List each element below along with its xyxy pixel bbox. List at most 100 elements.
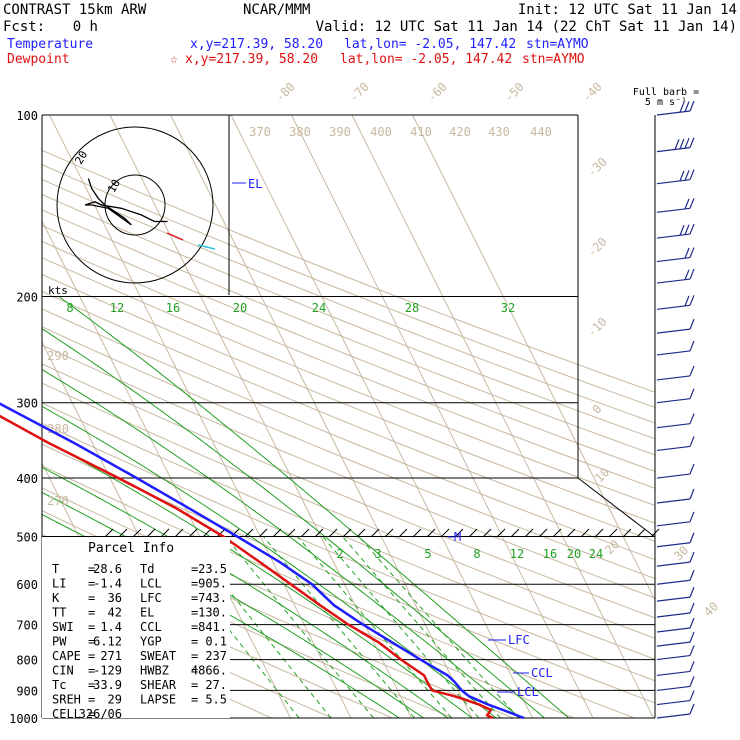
model-title: CONTRAST 15km ARW	[3, 2, 147, 18]
wind-barb-flag	[689, 318, 695, 330]
isotherm-label: -10	[585, 315, 610, 340]
isotherm-label: -30	[585, 155, 610, 180]
dry-adiabat-line	[42, 193, 655, 440]
dry-adiabat-line	[42, 344, 655, 599]
isotherm-line	[291, 115, 594, 718]
parcel-equals: =	[191, 620, 198, 634]
wind-barb-flag	[689, 532, 695, 543]
mixing-ratio-line	[230, 537, 300, 718]
wind-barb-shaft	[656, 521, 691, 527]
wind-barb	[656, 169, 695, 185]
hatch-mark	[202, 528, 212, 538]
wind-barb-shaft	[656, 641, 691, 647]
wind-barb	[656, 340, 695, 356]
m-marker-label: M	[454, 530, 461, 544]
theta-label: 390	[329, 125, 351, 139]
wind-barb-flag	[689, 388, 695, 399]
wind-barb-shaft	[656, 654, 691, 661]
wind-barb-flag	[689, 645, 695, 656]
parcel-key: EL	[140, 606, 154, 620]
hatch-mark	[412, 528, 422, 538]
dry-adiabat-line	[42, 273, 655, 524]
hatch-mark	[146, 528, 156, 538]
isotherm-label: 20	[602, 537, 622, 557]
wind-barb-shaft	[656, 207, 691, 213]
pressure-tick-label: 800	[16, 654, 38, 668]
mixing-ratio-label: 8	[473, 547, 480, 561]
wind-barb-flag	[684, 269, 690, 280]
wind-barb-shaft	[656, 350, 691, 356]
parcel-equals: =	[88, 693, 95, 707]
hodograph-ring-label-10: 10	[105, 177, 123, 195]
mixing-ratio-label: 2	[336, 547, 343, 561]
parcel-key: CELL	[52, 707, 81, 721]
wind-barb-flag	[689, 413, 695, 424]
wind-barb-flag	[689, 268, 695, 280]
dry-adiabat-line	[42, 224, 655, 472]
dry-adiabat-line	[42, 422, 655, 682]
hodograph-ring-20	[56, 126, 214, 284]
hodograph-ring-label-20: 20	[72, 149, 90, 167]
isotherm-line	[351, 115, 654, 718]
parcel-value: 271	[100, 649, 122, 663]
dry-adiabat-line	[42, 583, 333, 718]
parcel-value: 28.6	[93, 562, 122, 576]
wind-barb-flag	[689, 676, 695, 687]
wind-barb	[656, 413, 695, 429]
parcel-value: 1.4	[100, 620, 122, 634]
parcel-value: 36	[108, 591, 122, 605]
wind-barb-shaft	[656, 627, 691, 633]
hatch-mark	[328, 528, 338, 538]
isotherm-label: 10	[592, 465, 612, 485]
isotherm-label: 40	[701, 599, 721, 619]
wind-barb-shaft	[656, 596, 691, 602]
init-time: Init: 12 UTC Sat 11 Jan 14	[518, 2, 737, 18]
parcel-key: CAPE	[52, 649, 81, 663]
mixing-ratio-line	[297, 537, 453, 718]
hodograph-units: kts	[48, 284, 68, 297]
wind-barb-flag	[684, 137, 690, 149]
parcel-key: PW	[52, 635, 67, 649]
hatch-mark	[454, 528, 464, 538]
parcel-equals: =	[191, 649, 198, 663]
forecast-label: Fcst:	[3, 19, 45, 35]
wind-barb	[656, 436, 695, 452]
wind-barb	[656, 532, 695, 548]
dewpoint-profile	[0, 414, 494, 720]
wind-barb-flag	[689, 617, 695, 629]
parcel-equals: =	[88, 649, 95, 663]
hatch-mark	[566, 528, 576, 538]
isobar-lines: 100 200 300 400 500 600 700 800 900 1000	[9, 109, 660, 726]
dry-adiabat-line	[42, 178, 655, 424]
wind-barb-shaft	[656, 179, 691, 185]
wind-barb-shaft	[656, 498, 691, 504]
valid-time: Valid: 12 UTC Sat 11 Jan 14 (22 ChT Sat …	[316, 19, 737, 35]
parcel-equals: =	[191, 664, 198, 678]
wind-barb-flag	[684, 247, 690, 259]
wind-barb	[656, 703, 695, 719]
wind-barb-flag	[689, 365, 695, 377]
temperature-latlon: lat,lon= -2.05, 147.42	[344, 37, 516, 52]
mixing-ratio-line	[263, 537, 415, 718]
wind-barb-shaft	[656, 445, 691, 452]
wind-barb-shaft	[656, 561, 691, 567]
dry-adiabat-line	[42, 382, 655, 639]
parcel-equals: =	[191, 693, 198, 707]
wind-barb	[656, 586, 695, 602]
hatch-mark	[608, 528, 618, 538]
hatch-mark	[230, 528, 240, 538]
dry-adiabat-line	[42, 402, 655, 660]
dewpoint-station: stn=AYMO	[522, 52, 585, 67]
parcel-info-panel: T 28.6 Td 23.5= =LI -1.4 LCL 905.= =K 36 LFC 743.= =…	[42, 537, 230, 721]
pressure-tick-label: 500	[16, 531, 38, 545]
dry-adiabat-line	[42, 209, 655, 456]
wind-barb	[656, 100, 695, 116]
pressure-tick-label: 200	[16, 291, 38, 305]
parcel-value: 841.	[198, 620, 227, 634]
dry-adiabat-line	[42, 164, 655, 408]
parcel-info-title: Parcel Info	[88, 541, 174, 556]
wind-barb-flag	[689, 100, 695, 112]
wind-barb-flag	[689, 295, 695, 306]
barb-scale-line1: Full barb =	[633, 87, 699, 98]
theta-label: 270	[47, 494, 69, 508]
